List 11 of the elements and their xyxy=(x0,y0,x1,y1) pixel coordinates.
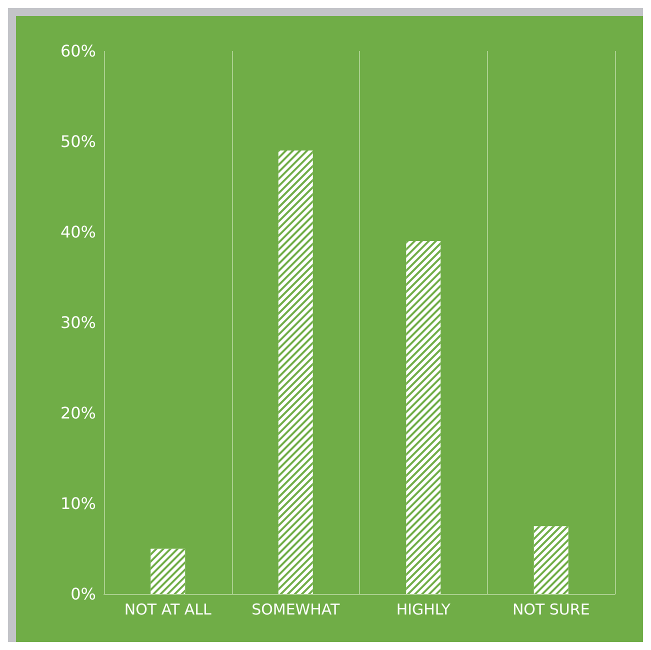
x-tick-label: SOMEWHAT xyxy=(252,600,341,618)
y-tick-label: 50% xyxy=(60,132,96,151)
x-tick-label: NOT SURE xyxy=(512,600,590,618)
y-tick-label: 20% xyxy=(60,404,96,422)
y-tick-label: 0% xyxy=(70,584,96,604)
y-tick-label: 10% xyxy=(60,494,96,513)
y-tick-label: 30% xyxy=(60,313,96,332)
x-tick-label: HIGHLY xyxy=(396,600,452,618)
y-tick-label: 60% xyxy=(60,42,96,60)
y-tick-label: 40% xyxy=(60,222,96,242)
x-tick-label: NOT AT ALL xyxy=(124,600,212,618)
